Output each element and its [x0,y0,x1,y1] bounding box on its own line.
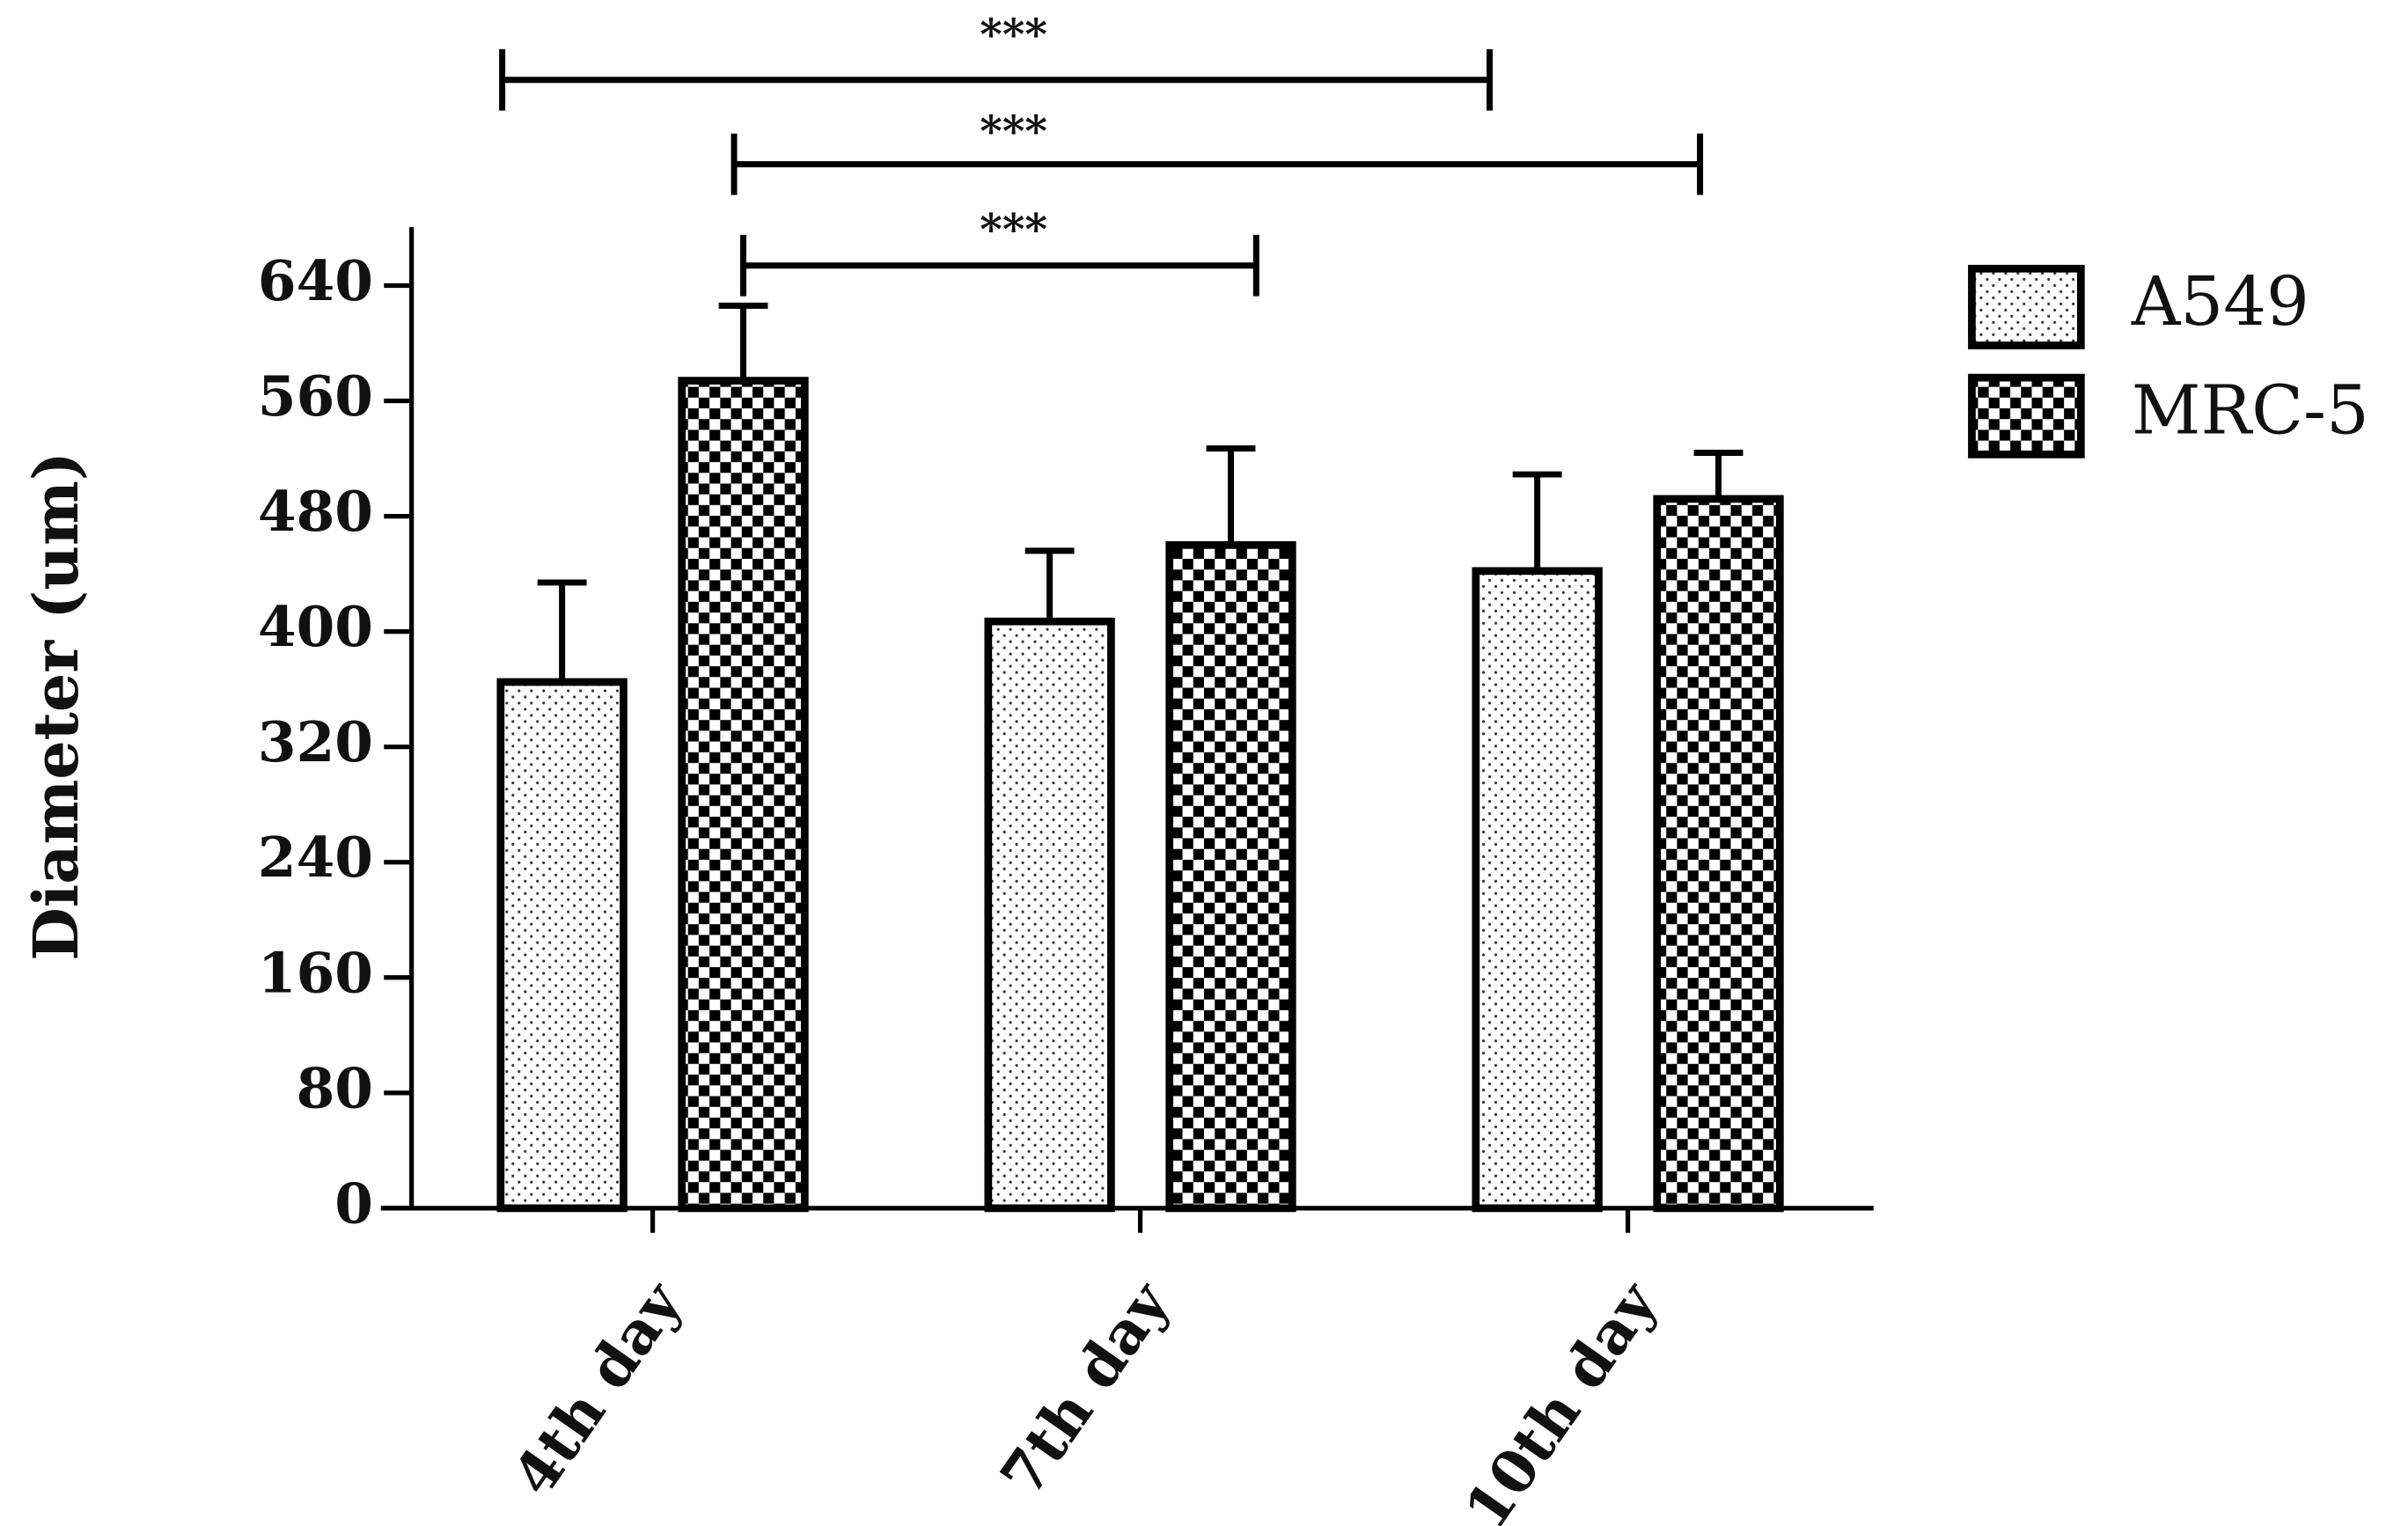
y-tick-label: 400 [258,594,373,659]
y-tick-label: 480 [258,479,373,544]
y-tick-label: 240 [258,825,373,890]
legend-swatch [1968,373,2085,459]
legend-label: MRC-5 [2132,372,2369,451]
x-tick-label: 7th day [987,1268,1184,1508]
significance-label: *** [980,106,1047,157]
legend-label: A549 [2131,263,2309,341]
legend-swatch [1968,264,2085,349]
x-tick-label: 4th day [499,1268,696,1508]
x-tick-label: 10th day [1451,1268,1671,1526]
bar [984,617,1115,1213]
y-tick-label: 0 [334,1170,373,1236]
significance-label: *** [980,9,1047,60]
bar [678,377,809,1213]
significance-label: *** [980,204,1047,255]
bar [1472,567,1603,1213]
y-tick-label: 160 [258,940,373,1005]
y-axis-label: Diameter (um) [20,451,92,961]
y-tick-label: 560 [258,363,373,429]
y-tick-label: 320 [258,709,373,774]
bar [496,678,628,1213]
y-tick-label: 640 [258,248,373,313]
bar [1165,540,1296,1213]
bar [1653,495,1784,1213]
y-tick-label: 80 [297,1055,373,1120]
